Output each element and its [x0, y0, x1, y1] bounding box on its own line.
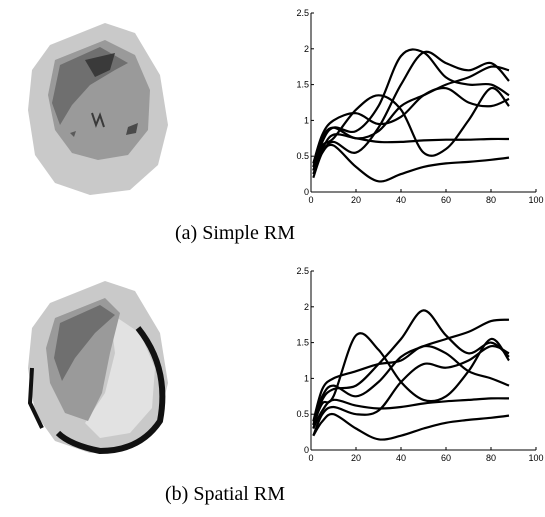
y-tick-label: 2.5 [296, 266, 309, 276]
y-tick-label: 0 [304, 445, 309, 455]
x-tick-label: 60 [441, 195, 451, 205]
y-tick-label: 0 [304, 187, 309, 197]
series-line [312, 143, 510, 183]
panel-spatial-rm: 0 20 40 60 80 100 0 0.5 1 1.5 2 2.5 (b) Spatial RM [0, 258, 545, 517]
caption: (b) Spatial RM [165, 483, 285, 505]
caption: (a) Simple RM [175, 222, 295, 244]
y-tick-label: 0.5 [296, 409, 309, 419]
x-tick-label: 40 [396, 453, 406, 463]
x-tick-label: 40 [396, 195, 406, 205]
segmentation-image [27, 281, 168, 455]
series-line [312, 87, 510, 168]
x-tick-label: 80 [486, 195, 496, 205]
x-tick-label: 0 [308, 453, 313, 463]
panel-simple-rm: 0 20 40 60 80 100 0 0.5 1 1.5 2 2.5 (a) Simple RM [0, 0, 545, 258]
series-line [312, 50, 510, 179]
segmentation-image [28, 23, 168, 195]
line-chart: 0 20 40 60 80 100 0 0.5 1 1.5 2 2.5 [296, 8, 543, 205]
x-tick-label: 0 [308, 195, 313, 205]
x-tick-label: 20 [351, 195, 361, 205]
series-line [312, 332, 510, 426]
y-tick-label: 1.5 [296, 80, 309, 90]
y-tick-label: 1 [304, 115, 309, 125]
series-line [312, 318, 510, 426]
series-line [312, 412, 510, 441]
y-tick-label: 1 [304, 373, 309, 383]
y-tick-label: 2 [304, 302, 309, 312]
x-tick-label: 100 [528, 453, 543, 463]
series-line [312, 48, 510, 171]
line-chart: 0 20 40 60 80 100 0 0.5 1 1.5 2 2.5 [296, 266, 543, 463]
x-tick-label: 80 [486, 453, 496, 463]
y-tick-label: 2.5 [296, 8, 309, 18]
series-line [312, 86, 510, 164]
series-line [312, 133, 510, 171]
y-tick-label: 0.5 [296, 151, 309, 161]
x-tick-label: 20 [351, 453, 361, 463]
series-line [312, 309, 510, 429]
series-line [312, 397, 510, 429]
y-tick-label: 1.5 [296, 338, 309, 348]
y-tick-label: 2 [304, 44, 309, 54]
x-tick-label: 60 [441, 453, 451, 463]
x-tick-label: 100 [528, 195, 543, 205]
series-line [312, 344, 510, 422]
series-line [312, 345, 510, 437]
